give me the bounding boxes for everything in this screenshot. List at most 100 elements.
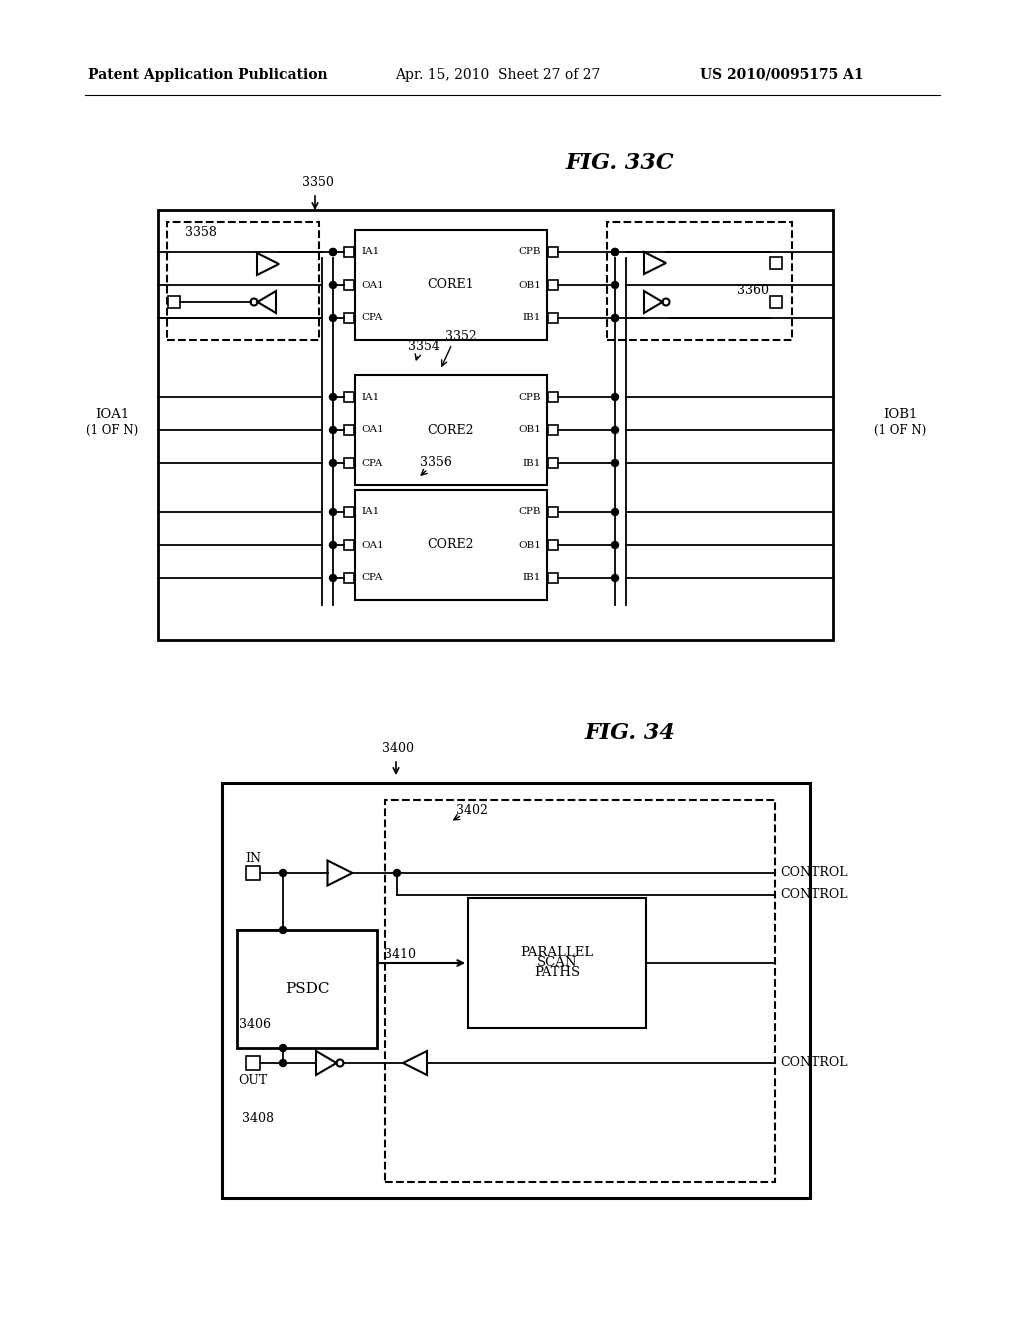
Bar	[246, 866, 260, 880]
Text: IN: IN	[245, 851, 261, 865]
Circle shape	[330, 248, 337, 256]
Text: Patent Application Publication: Patent Application Publication	[88, 69, 328, 82]
Circle shape	[330, 508, 337, 516]
Text: OUT: OUT	[239, 1073, 267, 1086]
Text: CPA: CPA	[361, 573, 382, 582]
Text: FIG. 34: FIG. 34	[585, 722, 676, 744]
Text: IA1: IA1	[361, 248, 379, 256]
Bar	[548, 247, 558, 257]
Bar	[468, 898, 646, 1028]
Circle shape	[330, 541, 337, 549]
Text: CPB: CPB	[518, 248, 541, 256]
Text: OA1: OA1	[361, 425, 384, 434]
Circle shape	[330, 281, 337, 289]
Text: CORE2: CORE2	[428, 539, 474, 552]
Text: CONTROL: CONTROL	[780, 866, 848, 879]
Circle shape	[611, 393, 618, 400]
Circle shape	[611, 459, 618, 466]
Circle shape	[611, 281, 618, 289]
Bar	[770, 296, 782, 308]
Circle shape	[611, 314, 618, 322]
Circle shape	[330, 426, 337, 433]
Text: 3400: 3400	[382, 742, 414, 755]
Bar	[344, 313, 354, 323]
Text: Apr. 15, 2010  Sheet 27 of 27: Apr. 15, 2010 Sheet 27 of 27	[395, 69, 600, 82]
Text: PSDC: PSDC	[285, 982, 330, 997]
Bar	[607, 222, 792, 341]
Bar	[355, 490, 547, 601]
Bar	[344, 540, 354, 550]
Circle shape	[611, 426, 618, 433]
Text: CPA: CPA	[361, 458, 382, 467]
Text: PARALLEL: PARALLEL	[520, 946, 594, 960]
Circle shape	[280, 1044, 287, 1052]
Bar	[168, 296, 180, 308]
Text: 3402: 3402	[456, 804, 487, 817]
Text: OB1: OB1	[518, 425, 541, 434]
Circle shape	[330, 248, 337, 256]
Text: 3360: 3360	[737, 284, 769, 297]
Bar	[167, 222, 319, 341]
Text: (1 OF N): (1 OF N)	[873, 424, 926, 437]
Bar	[344, 425, 354, 436]
Text: OB1: OB1	[518, 281, 541, 289]
Circle shape	[280, 1060, 287, 1067]
Text: 3354: 3354	[408, 341, 440, 354]
Bar	[344, 392, 354, 403]
Circle shape	[611, 541, 618, 549]
Text: 3356: 3356	[420, 455, 452, 469]
Bar	[344, 507, 354, 517]
Bar	[548, 507, 558, 517]
Text: IA1: IA1	[361, 392, 379, 401]
Text: CPA: CPA	[361, 314, 382, 322]
Bar	[355, 230, 547, 341]
Circle shape	[611, 574, 618, 582]
Text: (1 OF N): (1 OF N)	[86, 424, 138, 437]
Bar	[344, 573, 354, 583]
Circle shape	[330, 314, 337, 322]
Text: CONTROL: CONTROL	[780, 1056, 848, 1069]
Text: OA1: OA1	[361, 540, 384, 549]
Circle shape	[611, 248, 618, 256]
Bar	[246, 1056, 260, 1071]
Text: IA1: IA1	[361, 507, 379, 516]
Bar	[770, 257, 782, 269]
Text: 3408: 3408	[242, 1111, 274, 1125]
Text: FIG. 33C: FIG. 33C	[565, 152, 675, 174]
Bar	[548, 392, 558, 403]
Bar	[237, 931, 377, 1048]
Circle shape	[611, 314, 618, 322]
Bar	[158, 210, 833, 640]
Circle shape	[280, 870, 287, 876]
Circle shape	[330, 393, 337, 400]
Text: 3350: 3350	[302, 177, 334, 190]
Bar	[222, 783, 810, 1199]
Text: IB1: IB1	[522, 314, 541, 322]
Bar	[344, 280, 354, 290]
Text: CPB: CPB	[518, 392, 541, 401]
Text: IB1: IB1	[522, 573, 541, 582]
Bar	[385, 800, 775, 1181]
Circle shape	[611, 248, 618, 256]
Text: PATHS: PATHS	[534, 966, 580, 979]
Bar	[548, 313, 558, 323]
Bar	[548, 425, 558, 436]
Circle shape	[611, 508, 618, 516]
Text: SCAN: SCAN	[537, 957, 578, 969]
Bar	[548, 458, 558, 469]
Text: CORE1: CORE1	[428, 279, 474, 292]
Circle shape	[330, 574, 337, 582]
Text: CORE2: CORE2	[428, 424, 474, 437]
Circle shape	[280, 927, 287, 933]
Bar	[344, 458, 354, 469]
Circle shape	[330, 459, 337, 466]
Text: 3410: 3410	[384, 949, 416, 961]
Bar	[548, 573, 558, 583]
Text: CONTROL: CONTROL	[780, 888, 848, 902]
Text: IOA1: IOA1	[95, 408, 129, 421]
Text: IOB1: IOB1	[883, 408, 918, 421]
Text: OA1: OA1	[361, 281, 384, 289]
Circle shape	[393, 870, 400, 876]
Text: IB1: IB1	[522, 458, 541, 467]
Bar	[355, 375, 547, 484]
